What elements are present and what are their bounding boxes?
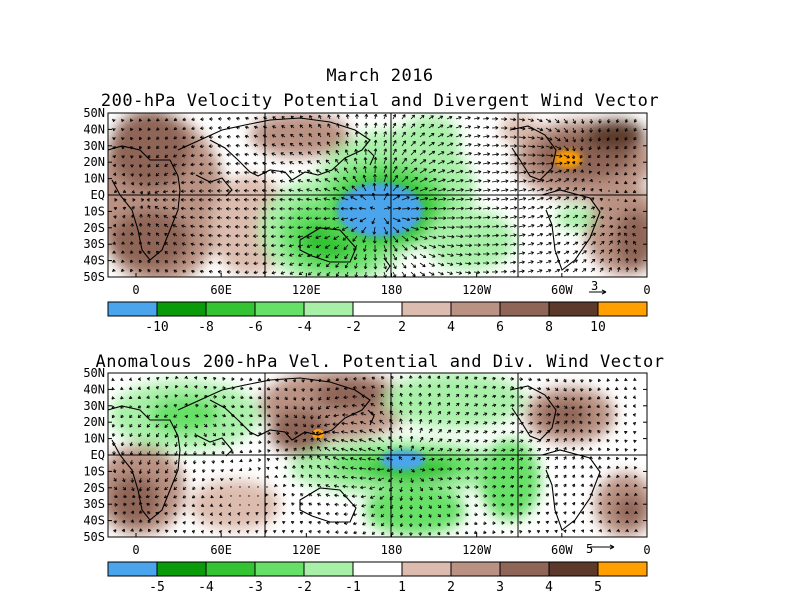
lat-label: 30S (83, 237, 105, 251)
lon-label: 180 (381, 543, 403, 557)
lat-label: 30N (83, 399, 105, 413)
colorbar-label: 2 (398, 320, 406, 335)
colorbar-label: 6 (496, 320, 504, 335)
panel1-lon-labels: 0 60E 120E 180 120W 60W 0 (132, 283, 650, 297)
colorbar-label: 3 (496, 580, 504, 595)
lat-label: 20S (83, 481, 105, 495)
lat-label: 40N (83, 122, 105, 136)
panel1-title: 200-hPa Velocity Potential and Divergent… (100, 91, 660, 111)
colorbar-label: 8 (545, 320, 553, 335)
lon-label: 60W (551, 543, 573, 557)
panel1-reference-value: 3 (591, 279, 598, 293)
lat-label: 20N (83, 415, 105, 429)
lat-label: 20S (83, 221, 105, 235)
lon-label: 60E (210, 283, 232, 297)
panel2-colorbar: -5 -4 -3 -2 -1 1 2 3 4 5 (107, 561, 648, 595)
colorbar-swatch (303, 561, 354, 577)
colorbar-label: -4 (296, 320, 312, 335)
panel1-coastlines (108, 117, 601, 273)
lon-label: 60W (551, 283, 573, 297)
colorbar-label: -6 (247, 320, 263, 335)
lon-label: 60E (210, 543, 232, 557)
panel1-colorbar: -10 -8 -6 -4 -2 2 4 6 8 10 (107, 301, 648, 335)
lat-label: 20N (83, 155, 105, 169)
colorbar-label: -3 (247, 580, 263, 595)
lat-label: 50N (83, 106, 105, 120)
lon-label: 120W (462, 543, 492, 557)
colorbar-swatch (107, 301, 158, 317)
figure-title: March 2016 (326, 66, 434, 86)
panel2-reference-value: 5 (586, 542, 593, 556)
lat-label: 50S (83, 530, 105, 544)
panel2-reference-vector: 5 (586, 542, 615, 556)
panel2-title: Anomalous 200-hPa Vel. Potential and Div… (95, 352, 665, 372)
lat-label: 30N (83, 139, 105, 153)
lat-label: 10N (83, 432, 105, 446)
lon-label: 120E (292, 543, 321, 557)
colorbar-swatch (450, 561, 501, 577)
lat-label: 50S (83, 270, 105, 284)
lat-label: 40S (83, 254, 105, 268)
colorbar-label: 5 (594, 580, 602, 595)
colorbar-label: -1 (345, 580, 361, 595)
colorbar-label: 10 (590, 320, 606, 335)
panel2-lat-labels: 50N 40N 30N 20N 10N EQ 10S 20S 30S 40S 50S (83, 366, 105, 544)
panel2-gridlines (108, 373, 647, 537)
colorbar-label: -4 (198, 580, 214, 595)
lon-label: 180 (381, 283, 403, 297)
colorbar-swatch (254, 561, 305, 577)
colorbar-label: 2 (447, 580, 455, 595)
colorbar-swatch (548, 561, 599, 577)
panel1-lat-labels: 50N 40N 30N 20N 10N EQ 10S 20S 30S 40S 50S (83, 106, 105, 284)
lat-label: 10S (83, 204, 105, 218)
panel2-map: 50N 40N 30N 20N 10N EQ 10S 20S 30S 40S 50S 0 60E 120… (83, 366, 650, 557)
colorbar-swatch (156, 561, 207, 577)
lat-label: 40S (83, 514, 105, 528)
colorbar-swatch (156, 301, 207, 317)
lat-label: EQ (91, 188, 105, 202)
panel1-wind-vectors (112, 113, 638, 278)
lon-label: 0 (643, 283, 650, 297)
colorbar-swatch (205, 301, 256, 317)
panel1-map: 50N 40N 30N 20N 10N EQ 10S 20S 30S 40S 50S 0 60E 120… (83, 106, 650, 297)
panel2-lon-labels: 0 60E 120E 180 120W 60W 0 (132, 543, 650, 557)
colorbar-swatch (499, 561, 550, 577)
lat-label: EQ (91, 448, 105, 462)
colorbar-swatch (254, 301, 305, 317)
colorbar-swatch (352, 301, 403, 317)
colorbar-label: 1 (398, 580, 406, 595)
panel1-reference-vector: 3 (589, 279, 607, 295)
lon-label: 0 (643, 543, 650, 557)
lon-label: 120E (292, 283, 321, 297)
colorbar-label: -10 (145, 320, 168, 335)
lon-label: 0 (132, 543, 139, 557)
colorbar-label: -8 (198, 320, 214, 335)
colorbar-swatch (401, 301, 452, 317)
colorbar-swatch (499, 301, 550, 317)
colorbar-swatch (548, 301, 599, 317)
colorbar-swatch (597, 561, 648, 577)
lat-label: 10N (83, 172, 105, 186)
lat-label: 50N (83, 366, 105, 380)
colorbar-label: 4 (447, 320, 455, 335)
colorbar-label: 4 (545, 580, 553, 595)
panel1-gridlines (108, 113, 647, 277)
colorbar-label: -2 (345, 320, 361, 335)
lat-label: 10S (83, 464, 105, 478)
colorbar-swatch (450, 301, 501, 317)
colorbar-swatch (205, 561, 256, 577)
colorbar-swatch (107, 561, 158, 577)
colorbar-swatch (352, 561, 403, 577)
lat-label: 40N (83, 382, 105, 396)
colorbar-label: -2 (296, 580, 312, 595)
colorbar-swatch (303, 301, 354, 317)
colorbar-label: -5 (149, 580, 165, 595)
colorbar-swatch (597, 301, 648, 317)
colorbar-swatch (401, 561, 452, 577)
lon-label: 120W (462, 283, 492, 297)
lat-label: 30S (83, 497, 105, 511)
lon-label: 0 (132, 283, 139, 297)
